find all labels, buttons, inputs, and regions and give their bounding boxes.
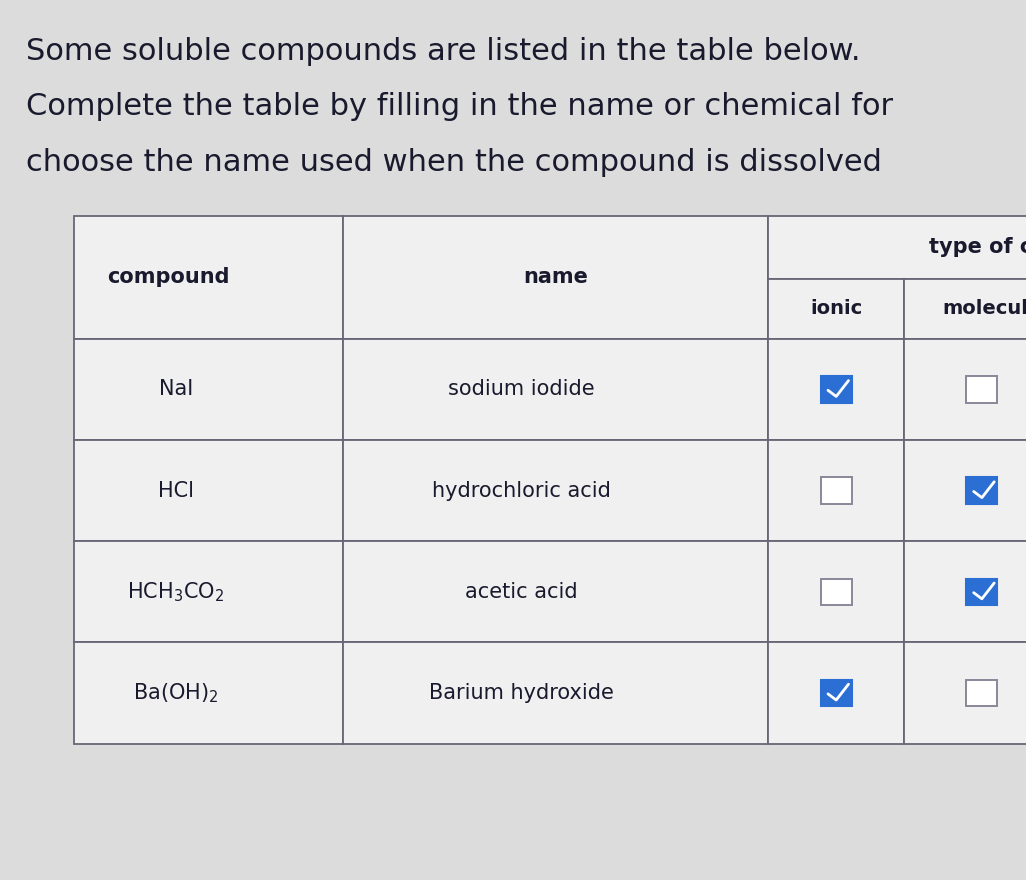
Bar xyxy=(821,477,852,503)
Text: HCl: HCl xyxy=(158,480,194,501)
Bar xyxy=(74,541,343,642)
Text: type of comp: type of comp xyxy=(930,238,1026,257)
Bar xyxy=(904,440,1026,541)
Bar xyxy=(343,339,768,440)
Text: acetic acid: acetic acid xyxy=(465,582,578,602)
Bar xyxy=(904,339,1026,440)
Text: NaI: NaI xyxy=(159,379,193,400)
Bar xyxy=(966,477,997,503)
Bar xyxy=(768,642,904,744)
Bar xyxy=(343,642,768,744)
Bar xyxy=(904,541,1026,642)
Bar xyxy=(768,440,904,541)
Text: Complete the table by filling in the name or chemical for: Complete the table by filling in the nam… xyxy=(26,92,893,121)
Bar xyxy=(768,216,1026,279)
Bar xyxy=(74,339,343,440)
Bar xyxy=(74,216,343,339)
Text: hydrochloric acid: hydrochloric acid xyxy=(432,480,610,501)
Text: Barium hydroxide: Barium hydroxide xyxy=(429,683,614,703)
Text: HCH$_3$CO$_2$: HCH$_3$CO$_2$ xyxy=(127,580,225,604)
Bar xyxy=(343,216,768,339)
Text: name: name xyxy=(523,268,588,287)
Text: sodium iodide: sodium iodide xyxy=(448,379,595,400)
Bar xyxy=(821,579,852,605)
Bar xyxy=(343,440,768,541)
Bar xyxy=(74,642,343,744)
Bar xyxy=(904,279,1026,339)
Bar xyxy=(966,579,997,605)
Bar xyxy=(768,279,904,339)
Bar xyxy=(821,377,852,403)
Bar xyxy=(904,642,1026,744)
Text: Ba(OH)$_2$: Ba(OH)$_2$ xyxy=(133,681,219,705)
Bar xyxy=(343,541,768,642)
Text: molecular: molecular xyxy=(942,299,1026,319)
Bar xyxy=(821,679,852,706)
Bar xyxy=(768,339,904,440)
Bar xyxy=(966,679,997,706)
Bar xyxy=(768,541,904,642)
Bar xyxy=(966,377,997,403)
Bar xyxy=(74,440,343,541)
Text: Some soluble compounds are listed in the table below.: Some soluble compounds are listed in the… xyxy=(26,37,860,66)
Text: ionic: ionic xyxy=(811,299,862,319)
Text: choose the name used when the compound is dissolved: choose the name used when the compound i… xyxy=(26,148,881,177)
Text: compound: compound xyxy=(107,268,229,287)
